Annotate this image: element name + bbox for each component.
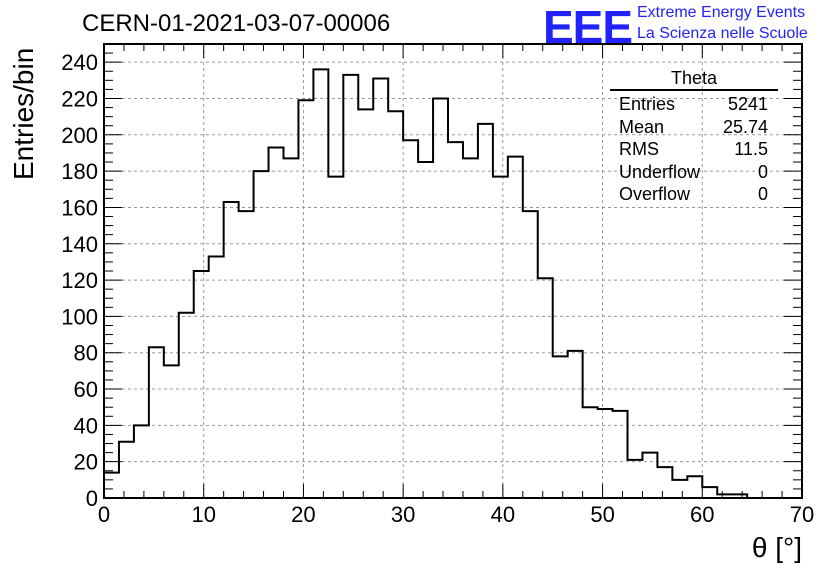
histogram-bin	[283, 158, 298, 498]
stats-row-underflow: Underflow 0	[610, 161, 778, 184]
stats-value: 0	[757, 161, 768, 182]
x-tick-label: 10	[191, 502, 215, 527]
histogram-bin	[164, 365, 179, 498]
histogram-bin	[373, 79, 388, 498]
stats-value: 11.5	[734, 139, 768, 159]
stats-box: Theta Entries 5241 Mean 25.74 RMS 11.5 U…	[610, 68, 778, 206]
histogram-bin	[194, 271, 209, 498]
histogram-bin	[313, 69, 328, 498]
x-tick-label: 0	[98, 502, 110, 527]
histogram-bin	[478, 124, 493, 498]
y-axis-label-wrapper: Entries/bin	[8, 48, 39, 181]
y-tick-label: 40	[74, 413, 98, 438]
histogram-bin	[119, 442, 134, 498]
stats-row-entries: Entries 5241	[610, 93, 778, 116]
histogram-bin	[224, 202, 239, 498]
y-tick-label: 220	[61, 86, 98, 111]
stats-label: Overflow	[619, 184, 691, 204]
chart-title: CERN-01-2021-03-07-00006	[82, 10, 391, 37]
histogram-bin	[598, 409, 613, 498]
y-tick-label: 20	[74, 450, 98, 475]
histogram-bin	[493, 177, 508, 498]
histogram-bin	[687, 476, 702, 498]
histogram-bin	[583, 407, 598, 498]
stats-row-mean: Mean 25.74	[610, 116, 778, 139]
y-tick-label: 140	[61, 232, 98, 257]
histogram-bin	[642, 453, 657, 498]
histogram-bin	[418, 162, 433, 498]
logo-line-1: Extreme Energy Events	[637, 4, 806, 21]
stats-row-overflow: Overflow 0	[610, 183, 778, 206]
histogram-bin	[463, 158, 478, 498]
eee-logo: EEE	[543, 1, 633, 53]
histogram-bin	[553, 356, 568, 498]
x-tick-label: 70	[790, 502, 814, 527]
histogram-bin	[343, 75, 358, 498]
histogram-bin	[523, 211, 538, 498]
histogram-bin	[269, 148, 284, 498]
y-tick-label: 120	[61, 268, 98, 293]
histogram-bin	[388, 111, 403, 498]
stats-row-rms: RMS 11.5	[610, 138, 778, 161]
stats-label: Underflow	[619, 161, 701, 182]
y-tick-label: 200	[61, 123, 98, 148]
y-axis-label: Entries/bin	[8, 47, 39, 180]
histogram-bin	[209, 256, 224, 498]
histogram-bin	[298, 100, 313, 498]
stats-value: 5241	[727, 94, 768, 114]
x-axis-label: θ [°]	[751, 532, 802, 563]
x-tick-label: 60	[690, 502, 714, 527]
stats-label: Mean	[619, 116, 665, 137]
histogram-bin	[179, 313, 194, 498]
x-tick-label: 30	[391, 502, 415, 527]
y-tick-label: 80	[74, 341, 98, 366]
histogram-bin	[613, 411, 628, 498]
logo-line-2: La Scienza nelle Scuole	[637, 25, 808, 42]
histogram-bin	[702, 487, 717, 498]
histogram-bin	[403, 140, 418, 498]
stats-value: 0	[757, 184, 768, 204]
stats-value: 25.74	[722, 116, 768, 137]
y-tick-label: 60	[74, 377, 98, 402]
histogram-bin	[358, 109, 373, 498]
histogram-bin	[568, 351, 583, 498]
stats-title: Theta	[610, 68, 778, 91]
x-tick-label: 20	[291, 502, 315, 527]
y-tick-label: 160	[61, 195, 98, 220]
histogram-bin	[254, 171, 269, 498]
histogram-bin	[628, 460, 643, 498]
histogram-bin	[328, 177, 343, 498]
stats-label: RMS	[619, 139, 659, 159]
stats-label: Entries	[619, 94, 676, 114]
histogram-bin	[433, 98, 448, 498]
histogram-bin	[134, 425, 149, 498]
x-tick-label: 50	[590, 502, 614, 527]
histogram-bin	[657, 467, 672, 498]
histogram-bin	[104, 473, 119, 498]
histogram-series	[104, 68, 749, 498]
x-tick-label: 40	[491, 502, 515, 527]
histogram-bin	[149, 347, 164, 498]
histogram-bin	[448, 142, 463, 498]
y-tick-label: 180	[61, 159, 98, 184]
y-tick-label: 240	[61, 50, 98, 75]
histogram-bin	[672, 480, 687, 498]
histogram-bin	[538, 278, 553, 498]
histogram-bin	[508, 157, 523, 498]
histogram-bin	[239, 211, 254, 498]
y-tick-label: 100	[61, 304, 98, 329]
y-tick-label: 0	[86, 486, 98, 511]
